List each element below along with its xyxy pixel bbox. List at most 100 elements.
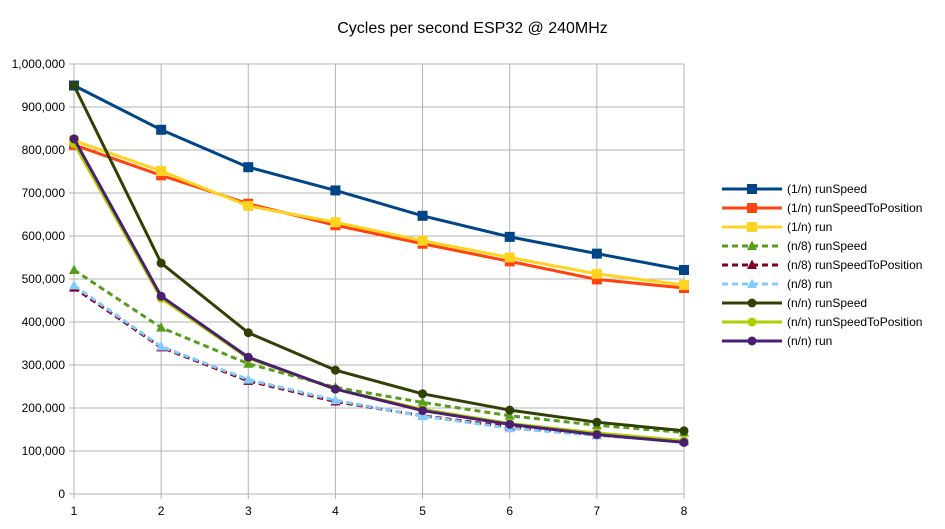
x-tick-label: 6 (506, 504, 513, 518)
y-tick-label: 800,000 (22, 143, 66, 157)
legend-label: (n/8) runSpeedToPosition (787, 258, 922, 272)
data-point (505, 405, 515, 415)
data-point (417, 235, 428, 246)
y-tick-label: 900,000 (22, 100, 66, 114)
x-tick-label: 7 (594, 504, 601, 518)
legend-item: (n/n) runSpeed (722, 296, 867, 310)
data-point (418, 406, 428, 416)
series-6 (69, 81, 689, 436)
series-line (73, 268, 685, 435)
legend-label: (1/n) runSpeedToPosition (787, 201, 922, 215)
data-point (69, 264, 79, 274)
data-point (243, 328, 253, 338)
legend-label: (n/8) runSpeed (787, 239, 867, 253)
legend-swatch-marker (747, 240, 757, 250)
data-point (69, 81, 79, 90)
data-point (417, 410, 428, 421)
series-line (73, 143, 685, 290)
legend-swatch-marker (747, 317, 757, 327)
legend-label: (n/n) run (787, 334, 832, 348)
legend-swatch-marker (747, 222, 757, 232)
y-tick-label: 100,000 (22, 444, 66, 458)
legend-item: (1/n) runSpeedToPosition (722, 201, 922, 215)
data-point (330, 217, 341, 228)
data-point (504, 252, 515, 263)
data-point (69, 279, 79, 290)
legend-item: (n/8) run (722, 277, 832, 291)
data-point (679, 426, 689, 436)
legend-label: (1/n) run (787, 220, 832, 234)
x-tick-label: 5 (419, 504, 426, 518)
x-tick-label: 1 (71, 504, 78, 518)
legend-swatch-marker (747, 203, 757, 213)
legend-swatch-marker (747, 298, 757, 308)
data-point (591, 248, 602, 259)
legend-item: (n/8) runSpeed (722, 239, 867, 253)
data-point (504, 410, 515, 420)
x-tick-label: 3 (245, 504, 252, 518)
series-2 (69, 135, 689, 291)
legend-item: (n/8) runSpeedToPosition (722, 258, 922, 272)
chart-title: Cycles per second ESP32 @ 240MHz (337, 20, 608, 37)
data-point (156, 258, 166, 268)
data-point (330, 384, 340, 394)
legend-swatch-marker (747, 336, 757, 346)
data-point (591, 268, 602, 279)
series-line (73, 284, 685, 444)
data-point (679, 437, 689, 447)
series-8 (69, 134, 689, 447)
x-tick-label: 8 (681, 504, 688, 518)
series-layer (69, 80, 689, 447)
legend-label: (n/8) run (787, 277, 832, 291)
data-point (156, 166, 167, 177)
data-point (505, 419, 515, 429)
y-tick-label: 200,000 (22, 401, 66, 415)
legend-label: (1/n) runSpeed (787, 182, 867, 196)
data-point (679, 280, 689, 291)
data-point (156, 341, 167, 351)
data-point (679, 264, 689, 275)
data-point (330, 365, 340, 375)
legend-swatch-marker (747, 259, 757, 269)
legend-swatch-marker (747, 184, 757, 194)
y-tick-label: 700,000 (22, 186, 66, 200)
legend-item: (n/n) runSpeedToPosition (722, 315, 922, 329)
data-point (418, 389, 428, 399)
y-tick-label: 0 (58, 487, 65, 501)
x-tick-label: 4 (332, 504, 339, 518)
series-line (73, 286, 685, 443)
data-point (592, 430, 602, 440)
data-point (592, 417, 602, 427)
legend-label: (n/n) runSpeedToPosition (787, 315, 922, 329)
data-point (417, 210, 428, 221)
legend-label: (n/n) runSpeed (787, 296, 867, 310)
data-point (69, 134, 79, 144)
data-point (156, 322, 167, 332)
data-point (243, 352, 253, 362)
data-point (243, 374, 254, 384)
legend-swatch-marker (747, 278, 757, 288)
data-point (330, 394, 341, 405)
data-point (243, 200, 254, 211)
legend-item: (n/n) run (722, 334, 832, 348)
data-point (504, 231, 515, 242)
series-line (73, 139, 685, 287)
y-tick-label: 1,000,000 (12, 57, 66, 71)
data-point (417, 396, 428, 407)
grid-layer (73, 63, 685, 495)
y-tick-label: 400,000 (22, 315, 66, 329)
series-line (73, 84, 685, 272)
legend-item: (1/n) runSpeed (722, 182, 867, 196)
data-point (243, 358, 254, 368)
data-point (156, 124, 167, 135)
data-point (243, 162, 254, 173)
series-line (72, 84, 685, 433)
x-tick-label: 2 (158, 504, 165, 518)
y-tick-label: 300,000 (22, 358, 66, 372)
data-point (156, 291, 166, 301)
legend-item: (1/n) run (722, 220, 832, 234)
y-tick-label: 600,000 (22, 229, 66, 243)
data-point (330, 185, 341, 196)
axis-layer: 0 100,000 200,000 300,000 400,000 500,000 600,… (12, 57, 688, 518)
